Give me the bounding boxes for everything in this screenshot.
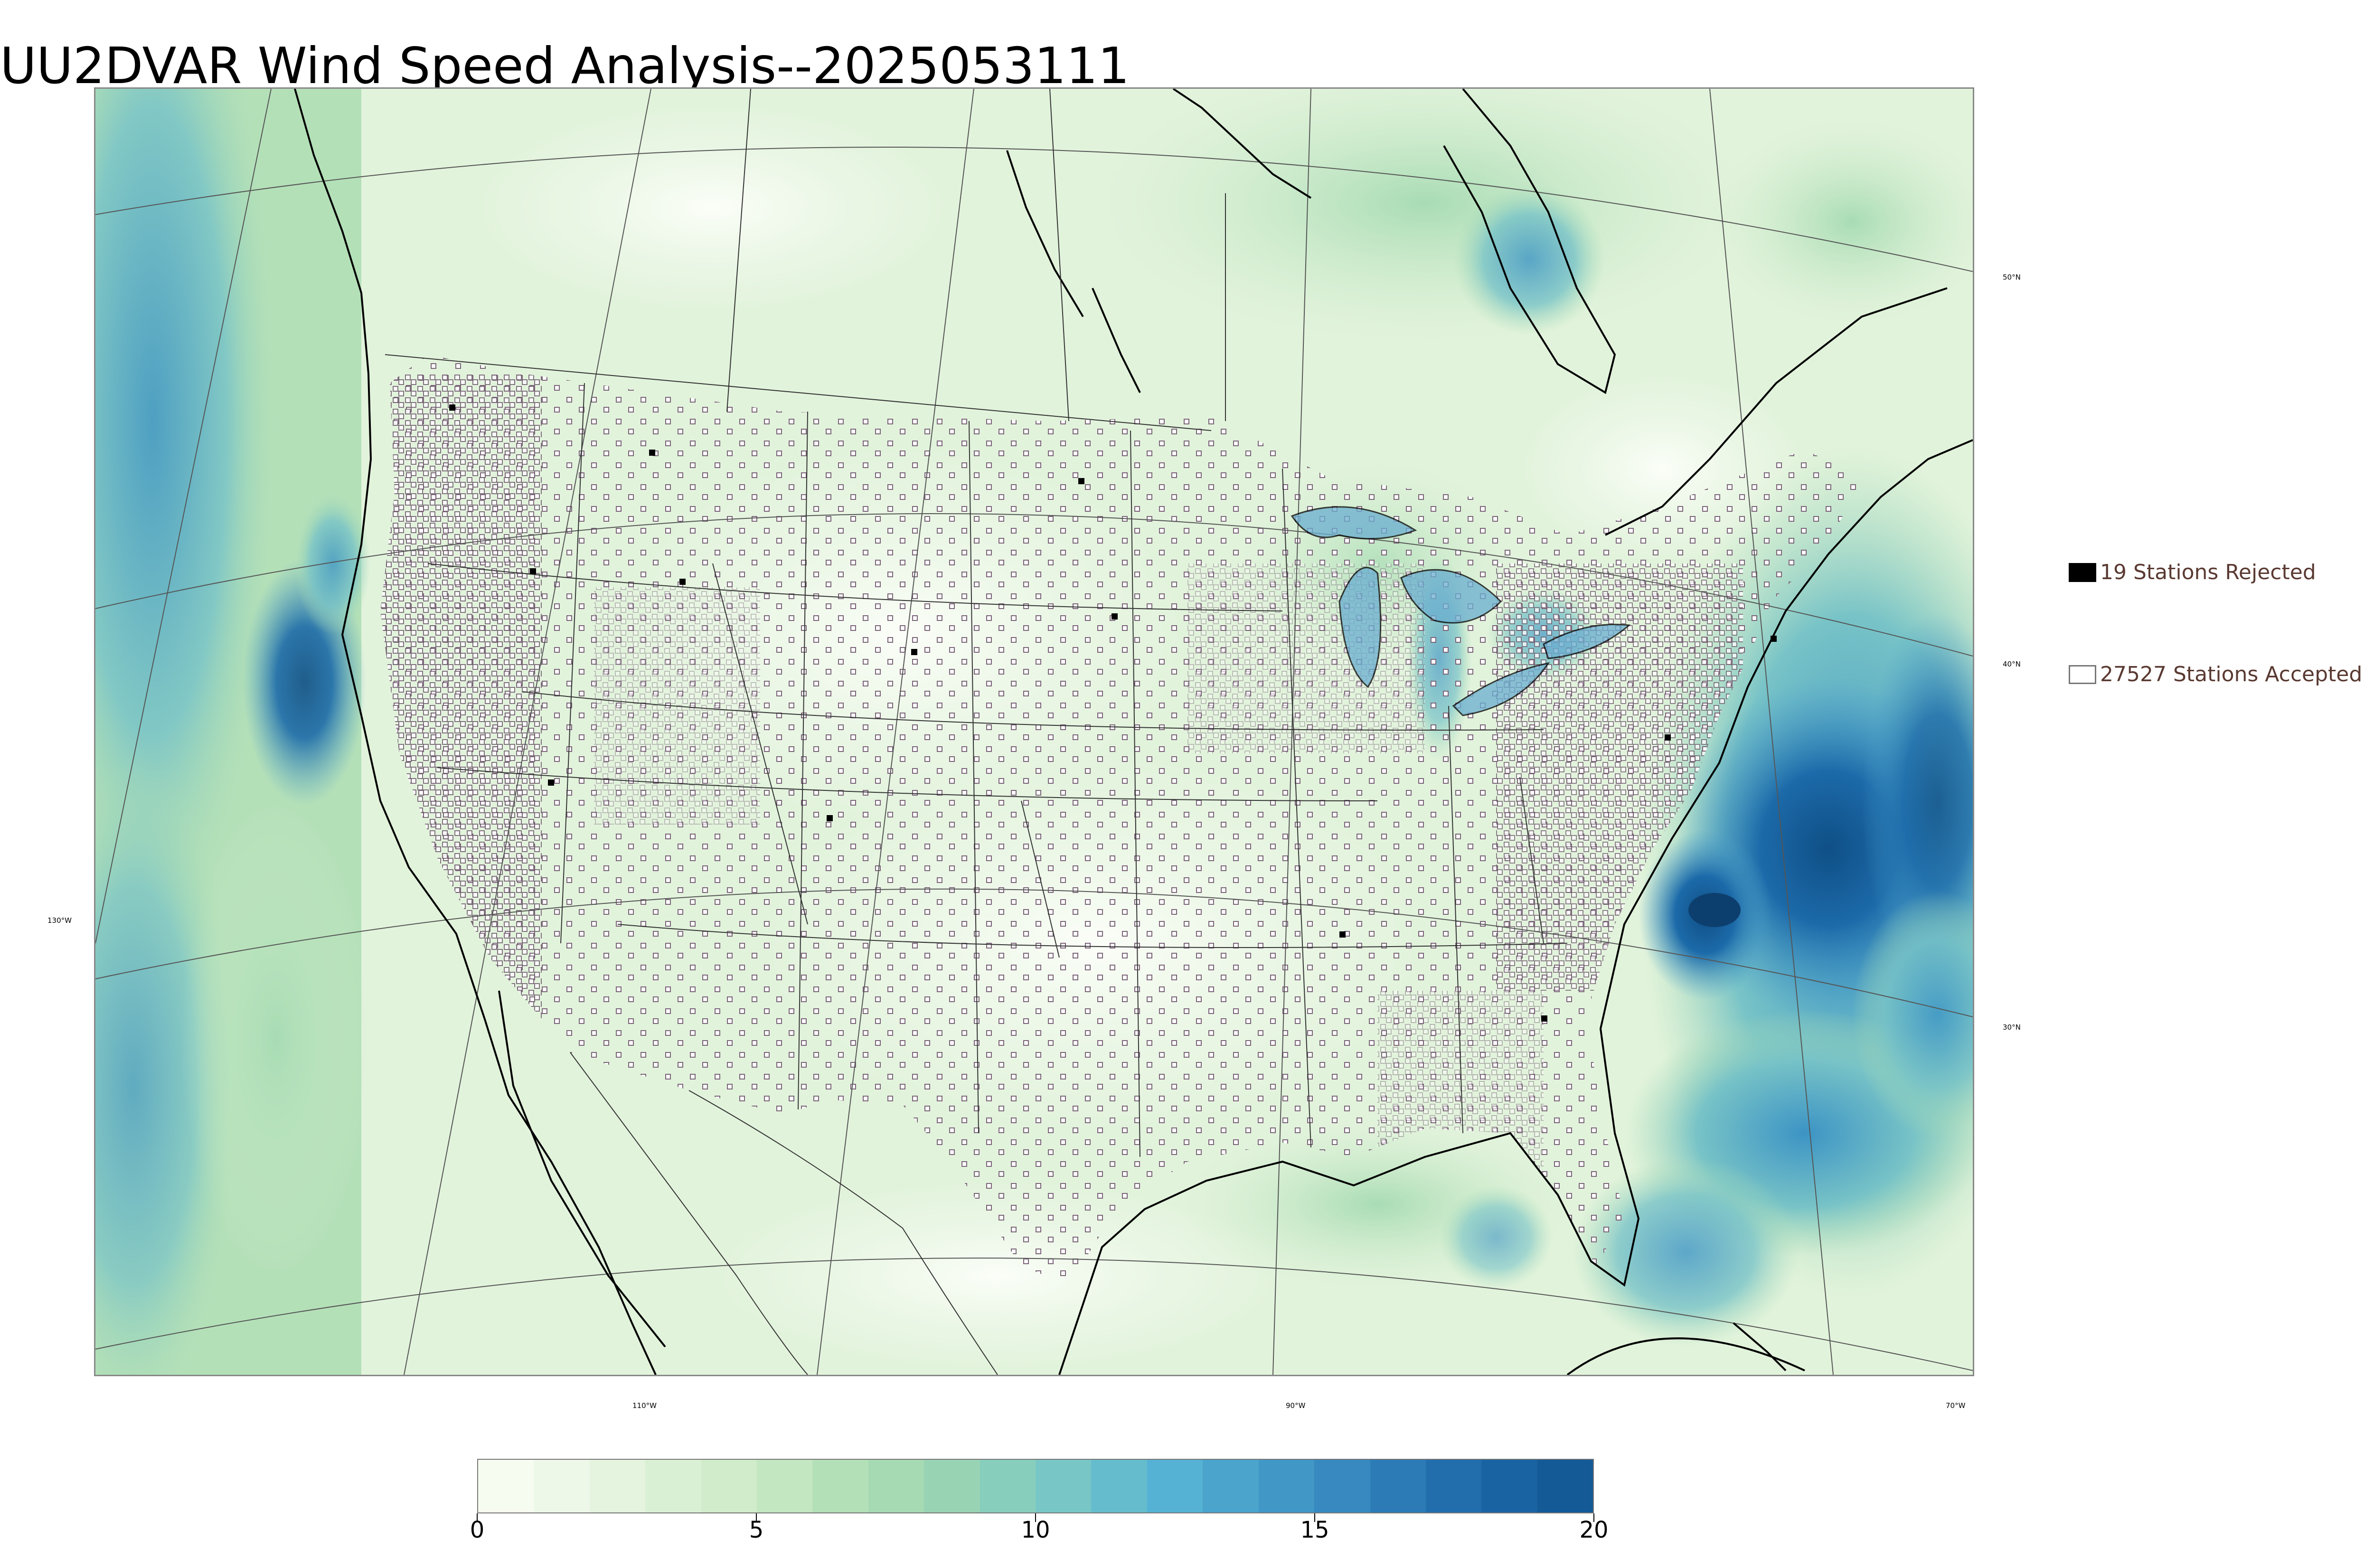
colorbar-segment — [1370, 1460, 1426, 1512]
colorbar-segment — [1203, 1460, 1259, 1512]
colorbar-segment — [1147, 1460, 1203, 1512]
colorbar — [477, 1459, 1594, 1513]
colorbar-segment — [1314, 1460, 1370, 1512]
legend-accepted: 27527 Stations Accepted — [2069, 662, 2362, 686]
lon-label-110w: 110°W — [632, 1401, 657, 1410]
map-canvas — [95, 89, 1973, 1375]
legend-rejected-label: 19 Stations Rejected — [2100, 560, 2316, 584]
rejected-marker-icon — [2069, 563, 2096, 582]
colorbar-tick — [756, 1513, 757, 1522]
colorbar-tick — [1314, 1513, 1315, 1522]
colorbar-segment — [757, 1460, 813, 1512]
legend-accepted-label: 27527 Stations Accepted — [2100, 662, 2363, 686]
colorbar-tick — [1035, 1513, 1036, 1522]
colorbar-tick-label: 5 — [749, 1517, 764, 1543]
colorbar-tick — [477, 1513, 478, 1522]
lat-label-50n: 50°N — [2003, 273, 2021, 282]
great-lakes — [1291, 506, 1631, 716]
colorbar-segment — [1537, 1460, 1593, 1512]
colorbar-segment — [1258, 1460, 1315, 1512]
colorbar-segment — [980, 1460, 1036, 1512]
colorbar-segment — [1425, 1460, 1482, 1512]
colorbar-segment — [868, 1460, 924, 1512]
colorbar-tick-label: 20 — [1579, 1517, 1609, 1543]
colorbar-segment — [701, 1460, 757, 1512]
colorbar-segment — [534, 1460, 590, 1512]
colorbar-segment — [1036, 1460, 1092, 1512]
colorbar-segment — [1091, 1460, 1147, 1512]
colorbar-segment — [812, 1460, 868, 1512]
colorbar-tick-label: 10 — [1021, 1517, 1050, 1543]
legend-rejected: 19 Stations Rejected — [2069, 560, 2316, 584]
map-title: UU2DVAR Wind Speed Analysis--2025053111 — [0, 37, 1130, 95]
colorbar-segment — [924, 1460, 980, 1512]
lon-label-70w: 70°W — [1946, 1401, 1966, 1410]
lat-label-30n: 30°N — [2003, 1023, 2021, 1032]
coastlines — [294, 89, 1973, 1375]
wind-speed-map — [94, 87, 1974, 1376]
colorbar-segment — [645, 1460, 701, 1512]
colorbar-tick — [1593, 1513, 1594, 1522]
colorbar-segment — [1481, 1460, 1537, 1512]
colorbar-tick-label: 15 — [1300, 1517, 1329, 1543]
graticule — [95, 89, 1973, 1375]
lon-label-90w: 90°W — [1286, 1401, 1306, 1410]
colorbar-segment — [589, 1460, 646, 1512]
colorbar-segment — [478, 1460, 534, 1512]
state-borders — [385, 89, 1568, 1375]
lon-label-130w: 130°W — [47, 916, 72, 925]
colorbar-tick-label: 0 — [470, 1517, 485, 1543]
lat-label-40n: 40°N — [2003, 660, 2021, 668]
accepted-marker-icon — [2069, 665, 2096, 684]
